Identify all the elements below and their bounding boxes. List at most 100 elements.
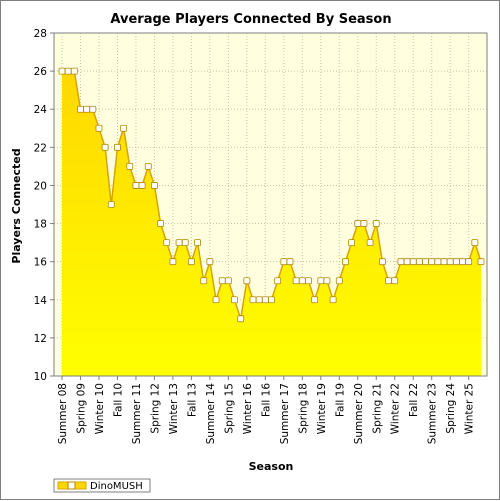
- data-point: [132, 182, 140, 189]
- data-point: [311, 296, 319, 304]
- data-point: [64, 67, 72, 75]
- x-axis: Summer 08 Spring 09 Winter 10 Fall 10 Summer…: [57, 376, 476, 444]
- data-point: [181, 239, 189, 247]
- data-point: [354, 220, 362, 227]
- y-tick-label: 16: [34, 257, 48, 269]
- data-point: [249, 296, 257, 304]
- data-point: [206, 258, 214, 266]
- legend-label-dinomush: DinoMUSH: [90, 481, 143, 492]
- y-tick-label: 26: [34, 66, 48, 78]
- data-point: [323, 277, 331, 285]
- data-point: [342, 258, 349, 266]
- data-point: [200, 277, 208, 285]
- x-tick-label: Spring 18: [297, 383, 309, 434]
- data-point: [151, 182, 158, 189]
- data-point: [157, 220, 164, 227]
- data-point: [422, 258, 429, 266]
- y-axis: 10 12 14 16 18 20 22 24 26 28: [34, 28, 54, 383]
- data-point: [261, 296, 269, 304]
- data-point: [477, 258, 485, 266]
- x-tick-label: Fall 22: [408, 383, 420, 417]
- data-point: [305, 277, 312, 285]
- data-point: [292, 277, 300, 285]
- x-tick-label: Summer 14: [205, 383, 217, 445]
- data-point: [397, 258, 405, 266]
- data-point: [83, 105, 91, 113]
- data-point: [459, 258, 466, 266]
- legend-marker-icon: [67, 481, 76, 490]
- data-point: [101, 143, 109, 151]
- data-point: [212, 296, 220, 304]
- data-point: [366, 239, 374, 247]
- data-point: [218, 277, 226, 285]
- x-tick-label: Winter 13: [168, 383, 180, 434]
- data-point: [360, 220, 368, 227]
- x-tick-label: Spring 15: [223, 383, 235, 434]
- data-markers: [58, 67, 485, 323]
- data-point: [70, 67, 78, 75]
- data-point: [114, 143, 121, 151]
- data-point: [471, 239, 479, 247]
- x-tick-label: Spring 12: [149, 383, 161, 434]
- y-tick-label: 20: [34, 180, 47, 192]
- data-point: [452, 258, 460, 266]
- y-tick-label: 24: [34, 104, 48, 116]
- data-point: [58, 67, 66, 75]
- x-tick-label: Winter 25: [464, 383, 476, 434]
- data-point: [120, 124, 128, 132]
- x-tick-label: Fall 13: [186, 383, 198, 417]
- y-tick-label: 14: [34, 295, 48, 307]
- data-point: [298, 277, 306, 285]
- x-tick-label: Summer 11: [131, 383, 143, 444]
- data-point: [194, 239, 201, 247]
- data-point: [126, 162, 134, 170]
- plot-border: [53, 32, 488, 377]
- data-point: [268, 296, 275, 304]
- x-tick-label: Spring 21: [371, 383, 383, 434]
- data-point: [77, 105, 84, 113]
- data-point: [446, 258, 454, 266]
- data-point: [144, 162, 152, 170]
- legend: DinoMUSH: [53, 478, 151, 493]
- data-point: [243, 277, 251, 285]
- x-tick-label: Fall 16: [260, 383, 272, 417]
- data-point: [391, 277, 399, 285]
- y-tick-label: 12: [34, 333, 47, 345]
- data-point: [440, 258, 448, 266]
- data-point: [286, 258, 294, 266]
- data-point: [317, 277, 325, 285]
- x-tick-label: Winter 10: [94, 383, 106, 434]
- data-point: [372, 220, 380, 227]
- data-point: [89, 105, 97, 113]
- x-tick-label: Winter 16: [242, 383, 254, 435]
- x-tick-label: Fall 10: [112, 383, 124, 417]
- data-point: [403, 258, 411, 266]
- data-point: [237, 315, 245, 323]
- y-tick-label: 18: [34, 219, 47, 231]
- y-tick-label: 22: [34, 142, 47, 154]
- y-tick-label: 28: [34, 28, 47, 40]
- data-point: [409, 258, 417, 266]
- data-point: [379, 258, 386, 266]
- x-tick-label: Summer 23: [427, 383, 439, 444]
- data-point: [95, 124, 103, 132]
- x-axis-title: Season: [249, 460, 294, 473]
- y-axis-title: Players Connected: [10, 148, 23, 263]
- data-point: [348, 239, 356, 247]
- data-point: [335, 277, 343, 285]
- x-tick-label: Summer 20: [353, 383, 365, 444]
- data-point: [224, 277, 232, 285]
- data-point: [434, 258, 442, 266]
- data-point: [187, 258, 195, 266]
- data-point: [255, 296, 263, 304]
- data-point: [231, 296, 238, 304]
- data-point: [329, 296, 337, 304]
- data-point: [415, 258, 423, 266]
- y-tick-label: 10: [34, 371, 47, 383]
- data-point: [169, 258, 177, 266]
- data-point: [465, 258, 473, 266]
- data-point: [163, 239, 171, 247]
- data-point: [107, 201, 115, 208]
